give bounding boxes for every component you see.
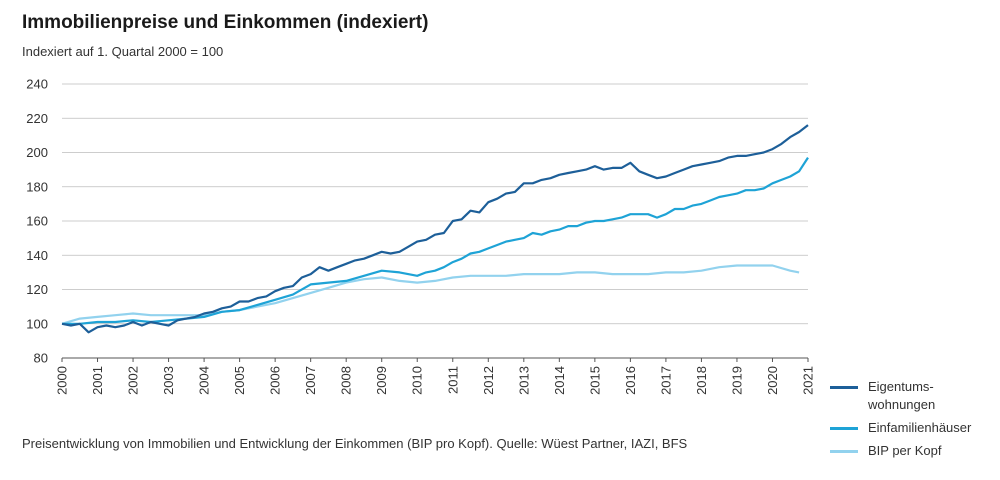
x-tick-label: 2000	[55, 366, 70, 395]
x-tick-label: 2012	[481, 366, 496, 395]
x-tick-label: 2003	[161, 366, 176, 395]
y-tick-label: 240	[26, 77, 48, 92]
y-tick-label: 220	[26, 111, 48, 126]
series-line	[62, 157, 809, 325]
chart-subtitle: Indexiert auf 1. Quartal 2000 = 100	[22, 44, 224, 59]
x-tick-label: 2015	[587, 366, 602, 395]
y-tick-label: 200	[26, 145, 48, 160]
x-tick-label: 2013	[516, 366, 531, 395]
y-tick-label: 100	[26, 316, 48, 331]
legend-swatch	[830, 386, 858, 389]
x-tick-label: 2019	[729, 366, 744, 395]
legend-item-einfamilienhaeuser: Einfamilienhäuser	[830, 419, 995, 437]
x-tick-label: 2020	[765, 366, 780, 395]
series-lines	[61, 124, 809, 334]
x-tick-label: 2005	[232, 366, 247, 395]
legend-item-eigentumswohnungen: Eigentums-wohnungen	[830, 378, 995, 414]
x-tick-label: 2002	[126, 366, 141, 395]
y-tick-label: 140	[26, 248, 48, 263]
grid-lines	[62, 83, 808, 359]
x-tick-label: 2017	[658, 366, 673, 395]
x-tick-label: 2016	[623, 366, 638, 395]
x-tick-label: 2010	[410, 366, 425, 395]
x-tick-label: 2008	[339, 366, 354, 395]
x-tick-label: 2006	[268, 366, 283, 395]
legend-swatch	[830, 450, 858, 453]
legend-item-bip-per-kopf: BIP per Kopf	[830, 442, 995, 460]
x-tick-label: 2021	[801, 366, 816, 395]
x-tick-label: 2018	[694, 366, 709, 395]
x-tick-label: 2009	[374, 366, 389, 395]
y-tick-label: 120	[26, 282, 48, 297]
legend-label: Eigentums-wohnungen	[868, 379, 936, 412]
y-tick-label: 160	[26, 214, 48, 229]
legend-swatch	[830, 427, 858, 430]
y-tick-label: 180	[26, 179, 48, 194]
series-line	[61, 124, 809, 334]
x-tick-label: 2007	[303, 366, 318, 395]
series-line	[61, 264, 800, 325]
x-tick-label: 2001	[90, 366, 105, 395]
y-tick-label: 80	[34, 351, 48, 366]
x-tick-label: 2011	[445, 366, 460, 394]
x-axis-tick-labels: 2000 2001 2002 2003 2004 2005 2006 2007 2008 2009…	[55, 358, 816, 395]
legend-label: Einfamilienhäuser	[868, 420, 972, 435]
x-tick-label: 2014	[552, 366, 567, 395]
legend-label: BIP per Kopf	[868, 443, 942, 458]
chart-caption: Preisentwicklung von Immobilien und Entw…	[22, 436, 688, 451]
chart-title: Immobilienpreise und Einkommen (indexier…	[22, 12, 429, 33]
x-tick-label: 2004	[197, 366, 212, 395]
legend: Eigentums-wohnungen Einfamilienhäuser BI…	[830, 378, 995, 465]
y-axis-tick-labels: 80 100 120 140 160 180 200 220 240	[26, 77, 48, 366]
